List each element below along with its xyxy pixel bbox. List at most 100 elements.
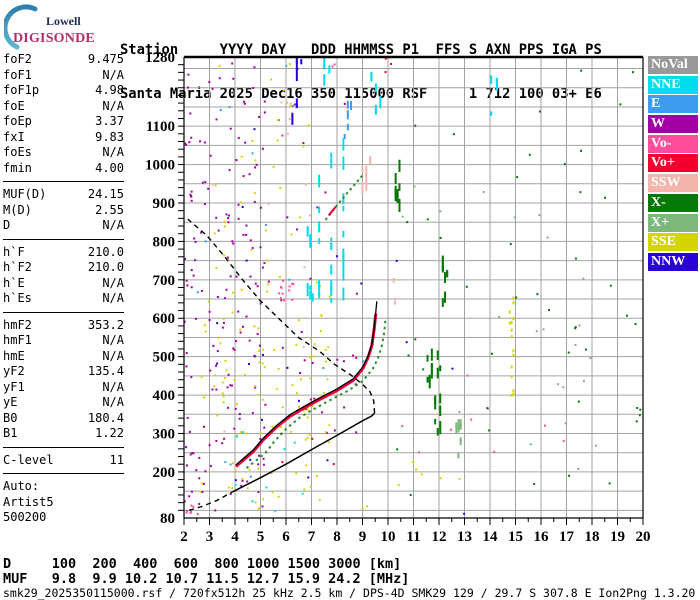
logo-product: DIGISONDE [13,31,95,46]
param-label: yE [3,395,18,409]
param-value: N/A [102,275,124,290]
param-value: N/A [102,348,124,363]
y-tick-label: 800 [153,234,176,250]
param-row: hmF2 353.2 [3,318,124,334]
param-label: foEs [3,145,32,159]
x-tick-label: 13 [457,529,472,545]
param-label: h`E [3,275,25,290]
param-label: hmF2 [3,317,32,332]
param-label: foF1p [3,83,40,97]
legend-item-x-: X- [648,193,698,212]
x-tick-label: 7 [308,529,316,545]
param-label: foEp [3,114,32,128]
param-row: yF2 135.4 [3,364,124,380]
param-label: foF2 [3,52,32,66]
params-panel: foF2 9.475 foF1 N/A foF1p 4.98 foE N/A foEp 3.37 f… [3,52,124,526]
params-group: C-level 11 [3,446,124,469]
x-tick-label: 19 [610,529,625,545]
params-group: hmF2 353.2 hmF1 N/A hmE N/A yF2 135.4 yF1 N/A yE N/… [3,311,124,442]
x-tick-label: 3 [206,529,214,545]
param-value: N/A [102,98,124,113]
echo-scatter [184,57,642,516]
param-value: 11 [109,452,124,467]
legend-item-nne: NNE [648,75,698,94]
x-tick-label: 14 [483,529,499,545]
param-value: 9.475 [87,52,124,66]
param-value: 4.00 [95,160,124,175]
param-label: foE [3,98,25,113]
x-tick-label: 11 [406,529,420,545]
param-label: M(D) [3,202,32,217]
param-row: M(D) 2.55 [3,203,124,219]
param-label: h`Es [3,291,32,305]
param-row: hmE N/A [3,349,124,365]
param-row: h`F2 210.0 [3,260,124,276]
param-row: foF1p 4.98 [3,83,124,99]
param-label: 500200 [3,510,47,524]
y-tick-label: 400 [153,388,176,404]
param-row: C-level 11 [3,453,124,469]
muf-row: MUF 9.8 9.9 10.2 10.7 11.5 12.7 15.9 24.… [3,571,410,587]
param-row: foEp 3.37 [3,114,124,130]
param-label: foF1 [3,67,32,82]
legend-item-noval: NoVal [648,56,698,74]
param-row: Artist5 [3,495,124,511]
param-value: 353.2 [87,317,124,332]
x-tick-label: 18 [585,529,600,545]
param-label: Artist5 [3,494,54,509]
param-value: 2.55 [95,202,124,217]
param-label: B0 [3,410,18,425]
param-label: fxI [3,129,25,144]
y-tick-label: 500 [153,350,176,366]
x-tick-label: 10 [381,529,396,545]
y-tick-label: 300 [153,426,176,442]
param-value: N/A [102,333,124,347]
legend-item-x+: X+ [648,213,698,232]
x-tick-label: 5 [257,529,265,545]
param-value: 210.0 [87,244,124,259]
param-value: 135.4 [87,364,124,378]
param-row: h`E N/A [3,276,124,292]
legend-item-e: E [648,95,698,114]
legend-item-vo+: Vo+ [648,154,698,173]
param-label: Auto: [3,479,40,493]
param-value: 210.0 [87,260,124,274]
param-value: N/A [102,218,124,232]
param-row: foE N/A [3,99,124,115]
station-header: Station YYYY DAY DDD HHMMSS P1 FFS S AXN… [120,14,602,116]
param-label: yF2 [3,364,25,378]
param-row: h`Es N/A [3,291,124,307]
series-profile-below-fmin-model- [188,491,233,511]
param-value: 24.15 [87,187,124,201]
param-value: N/A [102,145,124,159]
param-label: B1 [3,426,18,440]
header-line-1: Station YYYY DAY DDD HHMMSS P1 FFS S AXN… [120,42,602,58]
param-label: hmF1 [3,333,32,347]
param-row: h`F 210.0 [3,245,124,261]
param-row: foF2 9.475 [3,52,124,68]
params-group: MUF(D) 24.15 M(D) 2.55 D N/A [3,181,124,234]
x-tick-label: 15 [508,529,523,545]
param-label: h`F2 [3,260,32,274]
series-x-mode-echo-trace [245,318,387,469]
x-tick-label: 2 [180,529,188,545]
x-tick-label: 8 [333,529,341,545]
file-info-footer: smk29_2025350115000.rsf / 720fx512h 25 k… [3,586,696,600]
logo-name: Lowell [46,14,81,28]
lowell-digisonde-logo: Lowell DIGISONDE [4,4,95,50]
chart-gridlines [184,57,643,518]
x-tick-label: 16 [534,529,550,545]
param-value: N/A [102,379,124,394]
param-row: hmF1 N/A [3,333,124,349]
param-label: yF1 [3,379,25,394]
param-value: N/A [102,395,124,409]
legend-item-sse: SSE [648,233,698,252]
legend-item-nnw: NNW [648,252,698,271]
param-row: MUF(D) 24.15 [3,187,124,203]
param-label: fmin [3,160,32,175]
param-label: h`F [3,244,25,259]
param-value: N/A [102,291,124,305]
param-label: MUF(D) [3,187,47,201]
param-row: yF1 N/A [3,380,124,396]
